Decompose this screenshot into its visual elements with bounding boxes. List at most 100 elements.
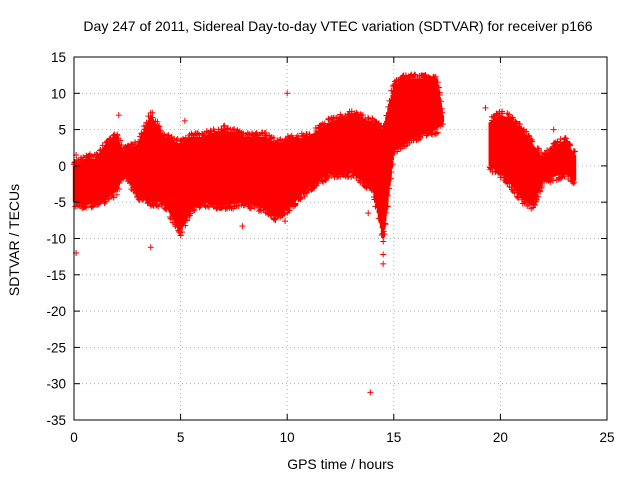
data-point xyxy=(523,128,530,135)
y-tick-label: -35 xyxy=(46,413,66,428)
data-point xyxy=(281,211,288,218)
data-point xyxy=(312,182,319,189)
data-point xyxy=(204,202,211,209)
data-point xyxy=(263,132,270,139)
data-point xyxy=(538,149,545,156)
x-axis-label: GPS time / hours xyxy=(287,456,394,472)
data-point xyxy=(410,72,417,79)
data-point xyxy=(315,180,322,187)
data-point xyxy=(154,118,161,125)
data-point-outlier xyxy=(282,218,289,225)
data-point xyxy=(439,109,446,116)
data-point-outlier xyxy=(239,223,246,230)
data-point xyxy=(434,129,441,136)
y-tick-label: -5 xyxy=(54,195,66,210)
y-tick-label: -20 xyxy=(46,304,66,319)
data-point-outlier xyxy=(482,104,489,111)
data-point xyxy=(549,177,556,184)
data-point xyxy=(386,185,393,192)
data-point xyxy=(533,196,540,203)
data-point xyxy=(116,185,123,192)
data-point xyxy=(557,135,564,142)
data-point xyxy=(211,128,218,135)
data-point-outlier xyxy=(380,260,387,267)
data-point xyxy=(113,191,120,198)
data-point xyxy=(301,193,308,200)
data-point xyxy=(415,133,422,140)
data-point xyxy=(412,71,419,78)
data-point xyxy=(155,124,162,131)
data-point xyxy=(179,229,186,236)
data-point xyxy=(490,113,497,120)
data-point xyxy=(528,136,535,143)
y-tick-label: -25 xyxy=(46,340,66,355)
data-point xyxy=(499,110,506,117)
data-point xyxy=(389,161,396,168)
data-point xyxy=(532,201,539,208)
data-point xyxy=(83,204,90,211)
data-point xyxy=(438,105,445,112)
y-tick-label: -30 xyxy=(46,377,66,392)
data-point xyxy=(380,238,387,245)
data-point xyxy=(381,231,388,238)
data-point xyxy=(242,200,249,207)
data-point xyxy=(382,220,389,227)
data-point xyxy=(348,108,355,115)
data-point-outlier xyxy=(365,210,372,217)
data-point xyxy=(547,179,554,186)
data-point xyxy=(388,169,395,176)
data-point xyxy=(537,188,544,195)
data-point-outlier xyxy=(550,126,557,133)
data-point-outlier xyxy=(115,112,122,119)
data-point xyxy=(184,216,191,223)
data-point xyxy=(276,137,283,144)
data-point xyxy=(177,232,184,239)
data-point xyxy=(513,119,520,126)
data-point xyxy=(365,114,372,121)
x-tick-label: 15 xyxy=(386,430,401,445)
data-point xyxy=(384,203,391,210)
data-point xyxy=(526,133,533,140)
data-point xyxy=(380,228,387,235)
x-tick-label: 5 xyxy=(177,430,185,445)
chart-title: Day 247 of 2011, Sidereal Day-to-day VTE… xyxy=(83,18,593,34)
data-point xyxy=(104,196,111,203)
tick-layer: -35 -30 -25 -20 -15 -10 -5 0 5 10 15 0 5 10 15 20 25 xyxy=(46,50,614,445)
data-point xyxy=(429,131,436,138)
data-point xyxy=(561,173,568,180)
data-point xyxy=(117,137,124,144)
y-tick-label: -10 xyxy=(46,232,66,247)
data-point xyxy=(385,192,392,199)
data-point xyxy=(516,120,523,127)
data-point xyxy=(325,174,332,181)
data-point xyxy=(394,148,401,155)
data-point xyxy=(435,84,442,91)
y-tick-label: 15 xyxy=(51,50,66,65)
x-tick-label: 25 xyxy=(599,430,614,445)
data-point xyxy=(186,212,193,219)
data-point xyxy=(281,210,288,217)
data-point xyxy=(512,118,519,125)
data-point xyxy=(383,210,390,217)
data-point xyxy=(359,112,366,119)
data-point xyxy=(191,207,198,214)
data-point xyxy=(438,98,445,105)
x-tick-label: 20 xyxy=(493,430,508,445)
grid-layer xyxy=(74,57,607,420)
y-tick-label: 10 xyxy=(51,86,66,101)
data-point xyxy=(99,142,106,149)
x-tick-label: 0 xyxy=(70,430,78,445)
data-point xyxy=(535,193,542,200)
data-point xyxy=(262,130,269,137)
plot-frame xyxy=(73,56,608,421)
data-layer xyxy=(71,71,579,396)
data-point xyxy=(114,132,121,139)
data-point xyxy=(296,195,303,202)
y-tick-label: 5 xyxy=(58,123,66,138)
data-point xyxy=(572,148,579,155)
data-point xyxy=(132,139,139,146)
data-point xyxy=(182,222,189,229)
data-point xyxy=(110,194,117,201)
